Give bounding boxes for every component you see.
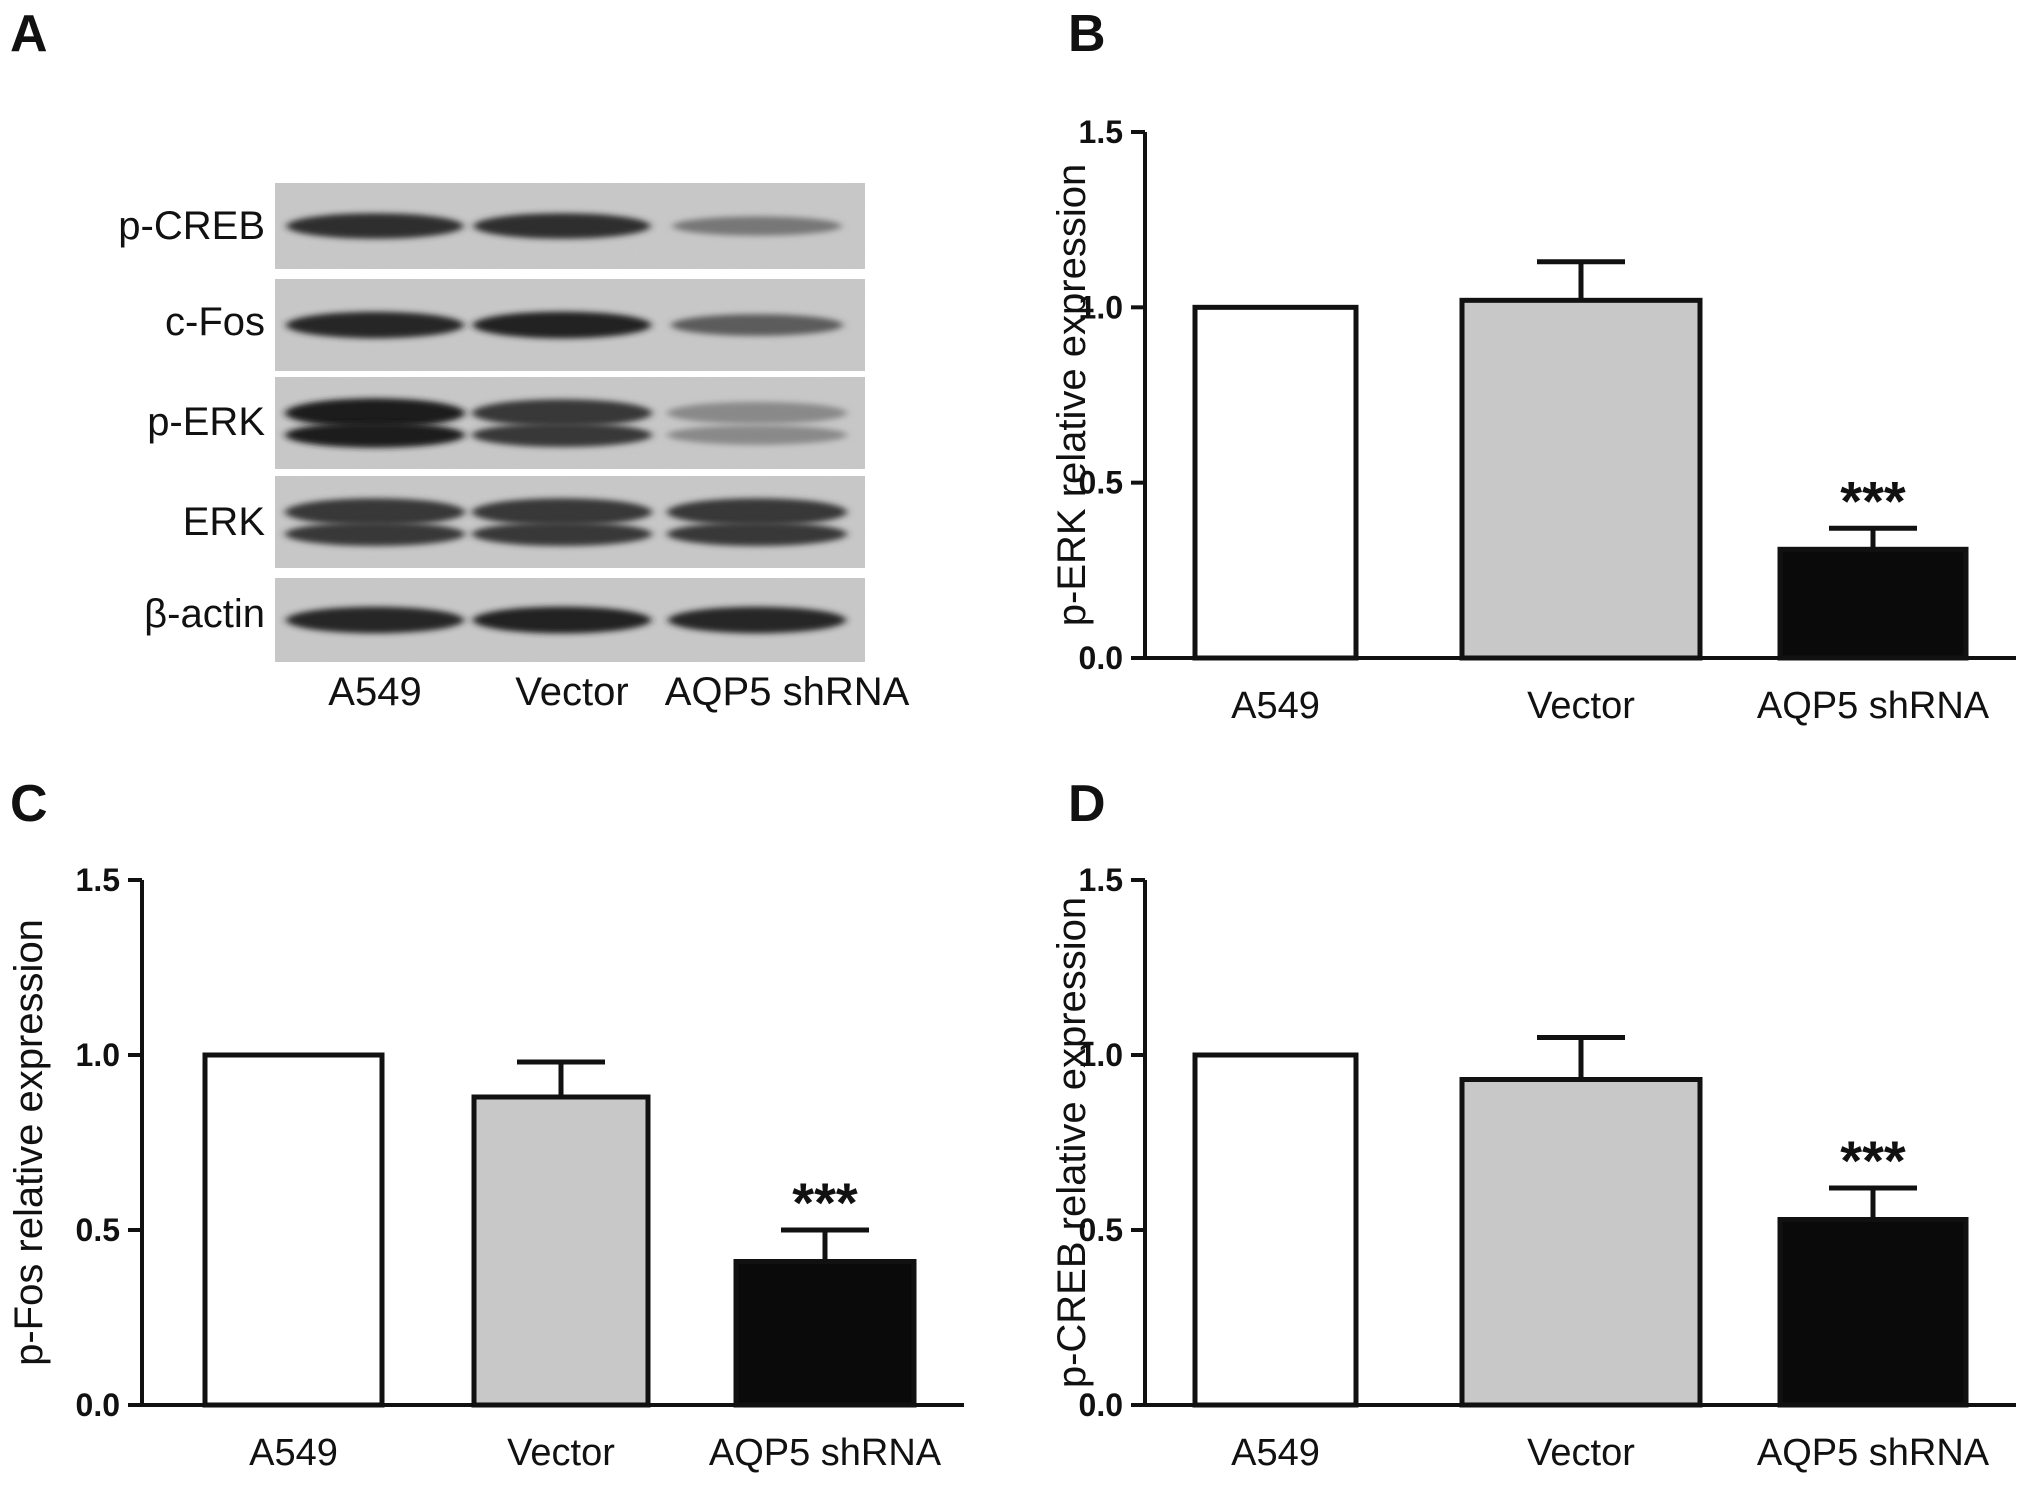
y-tick-label: 1.0 — [1079, 1037, 1123, 1073]
bar-aqp5-shrna — [733, 1259, 917, 1408]
x-category-label-aqp5-shrna: AQP5 shRNA — [1757, 1432, 1990, 1474]
y-tick-label: 0.5 — [1079, 465, 1123, 501]
blot-lane-label-aqp5-shrna: AQP5 shRNA — [664, 670, 910, 714]
bar-aqp5-shrna — [1777, 1217, 1969, 1408]
y-tick-label: 1.5 — [1079, 114, 1123, 150]
bar-a549 — [1192, 304, 1359, 661]
bar-vector — [471, 1094, 651, 1408]
significance-label: *** — [792, 1171, 858, 1234]
y-axis-title: p-CREB relative expression — [1050, 897, 1094, 1388]
y-tick-label: 0.0 — [1079, 1387, 1123, 1423]
blot-band-label-beta-actin: β-actin — [144, 592, 265, 636]
panel-letter-b: B — [1068, 5, 1106, 63]
blot-band-label-erk: ERK — [182, 500, 265, 544]
panel-letter-c: C — [10, 775, 48, 833]
bar-vector — [1459, 1077, 1703, 1408]
y-tick-label: 0.5 — [76, 1212, 120, 1248]
y-axis-title: p-Fos relative expression — [7, 919, 51, 1366]
bar-vector — [1459, 297, 1703, 661]
bar-chart-d: 0.0 0.5 1.0 1.5p-CREB relative expression A5… — [1050, 862, 2016, 1474]
bar-aqp5-shrna — [1777, 546, 1969, 661]
blot-lane-label-a549: A549 — [328, 670, 422, 714]
bar-a549 — [202, 1052, 385, 1408]
bar-chart-c: 0.0 0.5 1.0 1.5 p-Fos relative expression A54… — [7, 862, 964, 1474]
y-axis-title: p-ERK relative expression — [1050, 164, 1094, 626]
y-tick-label: 1.0 — [1079, 289, 1123, 325]
x-category-label-vector: Vector — [1527, 685, 1635, 727]
blot-lane-label-vector: Vector — [515, 670, 629, 714]
y-tick-label: 1.0 — [76, 1037, 120, 1073]
x-category-label-a549: A549 — [1231, 1432, 1320, 1474]
x-category-label-vector: Vector — [1527, 1432, 1635, 1474]
y-tick-label: 1.5 — [1079, 862, 1123, 898]
significance-label: *** — [1840, 1129, 1906, 1192]
y-tick-label: 0.5 — [1079, 1212, 1123, 1248]
significance-label: *** — [1840, 469, 1906, 532]
x-category-label-a549: A549 — [1231, 685, 1320, 727]
panel-letter-d: D — [1068, 775, 1106, 833]
blot-band-label-p-erk: p-ERK — [147, 400, 265, 444]
x-category-label-aqp5-shrna: AQP5 shRNA — [1757, 685, 1990, 727]
blot-band-label-p-creb: p-CREB — [118, 204, 265, 248]
x-category-label-vector: Vector — [507, 1432, 615, 1474]
x-category-label-a549: A549 — [249, 1432, 338, 1474]
bar-a549 — [1192, 1052, 1359, 1408]
x-category-label-aqp5-shrna: AQP5 shRNA — [709, 1432, 942, 1474]
blot-band-label-c-fos: c-Fos — [165, 300, 265, 344]
panel-letter-a: A — [10, 5, 48, 63]
y-tick-label: 0.0 — [76, 1387, 120, 1423]
y-tick-label: 1.5 — [76, 862, 120, 898]
bar-chart-b: 0.0 0.5 1.0 1.5 p-ERK relative expression A54… — [1050, 114, 2016, 727]
y-tick-label: 0.0 — [1079, 640, 1123, 676]
